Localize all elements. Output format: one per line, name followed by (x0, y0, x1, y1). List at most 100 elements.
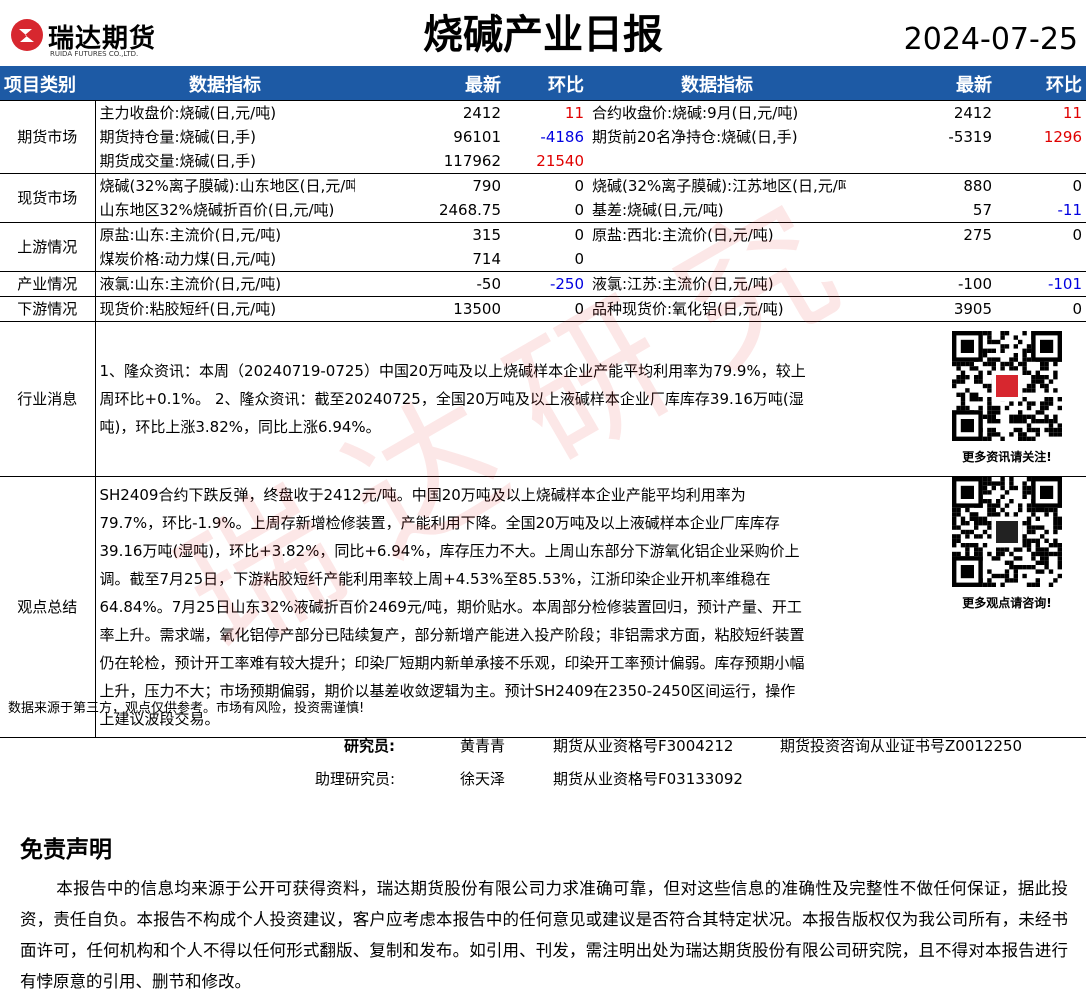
empty-cell (588, 149, 846, 174)
indicator: 山东地区32%烧碱折百价(日,元/吨) (99, 201, 335, 219)
indicator: 期货持仓量:烧碱(日,手) (99, 128, 257, 146)
change-value: -4186 (540, 128, 584, 146)
indicator: 液氯:山东:主流价(日,元/吨) (95, 271, 355, 297)
latest-value: 3905 (846, 296, 996, 322)
latest-value: 790 (355, 173, 505, 198)
staff-license: 期货从业资格号F03133092 (553, 770, 743, 788)
staff-license: 期货投资咨询从业证书号Z0012250 (780, 737, 1023, 755)
indicator: 期货成交量:烧碱(日,手) (99, 152, 257, 170)
indicator: 煤炭价格:动力煤(日,元/吨) (99, 250, 277, 268)
indicator: 品种现货价:氧化铝(日,元/吨) (588, 296, 846, 322)
qr-box: 更多观点请咨询! (942, 477, 1072, 613)
latest-value: 117962 (443, 152, 501, 170)
change-value: 21540 (536, 152, 584, 170)
qr-code (952, 330, 1062, 441)
staff-role: 助理研究员: (314, 770, 395, 788)
change-value: 0 (574, 250, 584, 268)
indicator: 烧碱(32%离子膜碱):江苏地区(日,元/吨) (588, 173, 846, 198)
column-header: 最新 (846, 68, 996, 101)
source-note: 数据来源于第三方，观点仅供参考。市场有风险，投资需谨慎! (8, 701, 365, 716)
category-cell: 产业情况 (0, 271, 96, 297)
indicator: 期货前20名净持仓:烧碱(日,手) (592, 128, 798, 146)
indicator: 现货价:粘胶短纤(日,元/吨) (95, 296, 355, 322)
report-date: 2024-07-25 (903, 22, 1078, 57)
latest-value: 96101 (453, 128, 501, 146)
change-value: 0 (505, 173, 588, 198)
empty-cell (996, 149, 1086, 174)
change-value: 0 (996, 296, 1086, 322)
indicator: 原盐:山东:主流价(日,元/吨) (95, 222, 355, 247)
staff-role: 研究员: (344, 737, 395, 755)
header-rule (0, 66, 1086, 68)
qr-caption: 更多资讯请关注! (962, 449, 1052, 464)
indicator: 基差:烧碱(日,元/吨) (592, 201, 724, 219)
change-value: 0 (996, 173, 1086, 198)
category-cell: 下游情况 (0, 296, 96, 322)
latest-value: -100 (846, 271, 996, 297)
column-header: 项目类别 (0, 68, 95, 101)
category-cell: 观点总结 (0, 476, 96, 738)
column-header: 环比 (505, 68, 588, 101)
change-value: -101 (996, 271, 1086, 297)
latest-value: 275 (846, 222, 996, 247)
latest-value: 13500 (355, 296, 505, 322)
latest-value: 2412 (846, 100, 996, 125)
change-value: 11 (505, 100, 588, 125)
column-header: 环比 (996, 68, 1086, 101)
empty-cell (846, 149, 996, 174)
indicator: 合约收盘价:烧碱:9月(日,元/吨) (588, 100, 846, 125)
empty-cell (996, 247, 1086, 272)
indicator: 液氯:江苏:主流价(日,元/吨) (588, 271, 846, 297)
category-cell: 期货市场 (0, 100, 96, 174)
latest-value: 714 (472, 250, 501, 268)
latest-value: -50 (355, 271, 505, 297)
staff-name: 徐天泽 (460, 770, 506, 788)
data-row: 煤炭价格:动力煤(日,元/吨) 714 0 (0, 247, 1086, 272)
note-text: SH2409合约下跌反弹，终盘收于2412元/吨。中国20万吨及以上烧碱样本企业… (95, 476, 846, 738)
change-value: 11 (996, 100, 1086, 125)
qr-cell: 更多观点请咨询! (846, 476, 1086, 738)
latest-value: 880 (846, 173, 996, 198)
column-header: 数据指标 (95, 68, 355, 101)
logo-name: 瑞达期货 (48, 24, 157, 54)
category-cell: 现货市场 (0, 173, 96, 223)
latest-value: 2412 (355, 100, 505, 125)
disclaimer-title: 免责声明 (20, 837, 112, 863)
data-row: 期货市场 主力收盘价:烧碱(日,元/吨) 2412 11 合约收盘价:烧碱:9月(日,元… (0, 100, 1086, 174)
data-row: 期货成交量:烧碱(日,手) 117962 21540 (0, 149, 1086, 174)
logo-sub: RUIDA FUTURES CO.,LTD. (50, 50, 139, 58)
data-table: 项目类别 数据指标 最新 环比 数据指标 最新 环比 期货市场 主力收盘价:烧碱(日,元/吨) 2… (0, 68, 1086, 738)
qr-cell: 更多资讯请关注! (846, 321, 1086, 477)
data-row: 产业情况 液氯:山东:主流价(日,元/吨) -50 -250 液氯:江苏:主流价(日,元… (0, 271, 1086, 297)
empty-cell (846, 247, 996, 272)
change-value: 1296 (1043, 128, 1082, 146)
column-header: 最新 (355, 68, 505, 101)
column-header: 数据指标 (588, 68, 846, 101)
disclaimer-text: 本报告中的信息均来源于公开可获得资料，瑞达期货股份有限公司力求准确可靠，但对这些… (20, 879, 1068, 991)
data-row: 下游情况 现货价:粘胶短纤(日,元/吨) 13500 0 品种现货价:氧化铝(日,元/吨… (0, 296, 1086, 322)
staff-license: 期货从业资格号F3004212 (553, 737, 734, 755)
logo-icon (11, 19, 43, 51)
indicator: 烧碱(32%离子膜碱):山东地区(日,元/吨) (95, 173, 355, 198)
latest-value: 2468.75 (438, 201, 501, 219)
category-cell: 行业消息 (0, 321, 96, 477)
data-row: 山东地区32%烧碱折百价(日,元/吨) 2468.75 0 基差:烧碱(日,元/吨) 5… (0, 198, 1086, 223)
change-value: -250 (505, 271, 588, 297)
change-value: 0 (505, 296, 588, 322)
staff-name: 黄青青 (460, 737, 506, 755)
latest-value: 315 (355, 222, 505, 247)
data-row: 期货持仓量:烧碱(日,手) 96101 -4186 期货前20名净持仓:烧碱(日,手)… (0, 125, 1086, 149)
data-row: 上游情况 原盐:山东:主流价(日,元/吨) 315 0 原盐:西北:主流价(日,元/吨)… (0, 222, 1086, 272)
latest-value: -5319 (948, 128, 992, 146)
latest-value: 57 (972, 201, 992, 219)
note-row: 观点总结 SH2409合约下跌反弹，终盘收于2412元/吨。中国20万吨及以上烧碱… (0, 476, 1086, 738)
qr-caption: 更多观点请咨询! (962, 596, 1052, 610)
change-value: 0 (574, 201, 584, 219)
category-cell: 上游情况 (0, 222, 96, 272)
header-row: 项目类别 数据指标 最新 环比 数据指标 最新 环比 (0, 68, 1086, 101)
indicator: 原盐:西北:主流价(日,元/吨) (588, 222, 846, 247)
table-bottom (0, 737, 1086, 738)
report-title: 烧碱产业日报 (423, 12, 663, 58)
logo (10, 18, 44, 56)
